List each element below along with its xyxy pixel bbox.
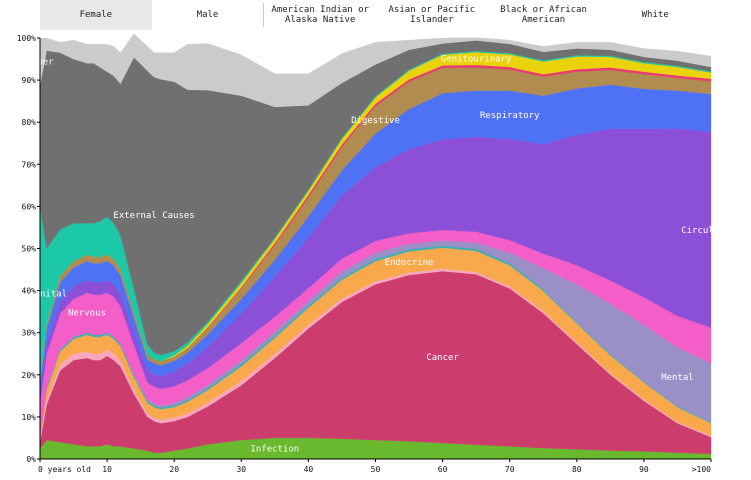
- y-tick-label: 0%: [26, 455, 36, 464]
- y-tick-label: 30%: [22, 329, 37, 338]
- label-external-causes: External Causes: [113, 211, 194, 221]
- tab-white[interactable]: White: [641, 10, 669, 20]
- demographic-tab-bar: Female Male American Indian or Alaska Na…: [40, 0, 711, 30]
- label-circulatory: Circulatory: [681, 226, 741, 236]
- y-tick-label: 50%: [22, 245, 37, 254]
- tab-american-indian-alaska-native[interactable]: American Indian or Alaska Native: [271, 5, 369, 25]
- x-tick-label: 20: [169, 465, 179, 474]
- label-respiratory: Respiratory: [480, 111, 540, 121]
- y-tick-label: 100%: [17, 34, 36, 43]
- tab-female[interactable]: Female: [40, 0, 152, 30]
- y-tick-label: 20%: [22, 371, 37, 380]
- x-tick-label: 90: [639, 465, 649, 474]
- y-tick-label: 80%: [22, 118, 37, 127]
- y-tick-label: 40%: [22, 287, 37, 296]
- tab-black-african-american[interactable]: Black or African American: [500, 5, 587, 25]
- label-endocrine: Endocrine: [385, 258, 434, 268]
- y-tick-label: 10%: [22, 413, 37, 422]
- x-tick-label: 40: [304, 465, 314, 474]
- x-tick-label: 70: [505, 465, 515, 474]
- x-tick-label: 0 years old: [38, 465, 91, 474]
- x-tick-label: 60: [438, 465, 448, 474]
- tab-asian-pacific-islander[interactable]: Asian or Pacific Islander: [388, 5, 476, 25]
- x-tick-label: 30: [236, 465, 246, 474]
- y-tick-label: 60%: [22, 202, 37, 211]
- tab-divider: [263, 3, 265, 27]
- label-infection: Infection: [250, 444, 299, 454]
- y-tick-label: 70%: [22, 160, 37, 169]
- label-nervous: Nervous: [68, 309, 106, 319]
- label-cancer: Cancer: [426, 353, 459, 363]
- label-digestive: Digestive: [351, 116, 400, 126]
- area-other: [39, 33, 712, 108]
- x-tick-label: 80: [572, 465, 582, 474]
- x-tick-label: 50: [371, 465, 381, 474]
- x-tick-label: >100: [692, 465, 711, 474]
- y-tick-label: 90%: [22, 76, 37, 85]
- tab-male[interactable]: Male: [196, 10, 219, 20]
- label-genitourinary: Genitourinary: [441, 55, 512, 65]
- x-tick-label: 10: [102, 465, 112, 474]
- label-mental: Mental: [661, 373, 694, 383]
